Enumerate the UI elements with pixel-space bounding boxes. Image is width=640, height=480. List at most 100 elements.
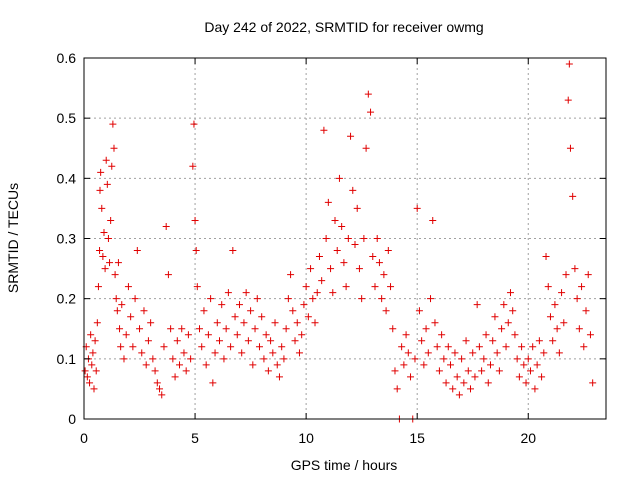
x-tick-label: 5 bbox=[191, 430, 199, 446]
grid bbox=[84, 58, 606, 419]
data-point bbox=[418, 337, 426, 345]
data-point bbox=[193, 283, 201, 291]
data-point bbox=[99, 253, 107, 261]
data-point bbox=[391, 367, 399, 375]
data-point bbox=[338, 222, 346, 230]
data-point bbox=[200, 307, 208, 315]
data-point bbox=[133, 247, 141, 255]
data-point bbox=[498, 325, 506, 333]
data-point bbox=[189, 162, 197, 170]
data-point bbox=[238, 349, 246, 357]
data-point bbox=[191, 216, 199, 224]
data-point bbox=[533, 361, 541, 369]
data-point bbox=[460, 379, 468, 387]
data-point bbox=[89, 349, 97, 357]
data-point bbox=[544, 283, 552, 291]
data-point bbox=[565, 60, 573, 68]
data-point bbox=[90, 385, 98, 393]
data-point bbox=[347, 132, 355, 140]
data-point bbox=[104, 235, 112, 242]
y-axis-label: SRMTID / TECUs bbox=[5, 183, 21, 293]
data-point bbox=[264, 367, 272, 375]
data-point bbox=[117, 343, 125, 351]
data-point bbox=[273, 361, 281, 369]
data-point bbox=[101, 265, 109, 273]
data-point bbox=[295, 349, 303, 357]
data-point bbox=[353, 204, 361, 212]
data-point bbox=[267, 337, 275, 345]
data-point bbox=[469, 349, 477, 357]
data-point bbox=[315, 253, 323, 261]
data-point bbox=[108, 162, 116, 170]
data-point bbox=[173, 337, 181, 345]
data-point bbox=[309, 295, 317, 303]
data-point bbox=[407, 373, 415, 381]
data-point bbox=[384, 247, 392, 255]
data-point bbox=[506, 289, 514, 297]
data-point bbox=[171, 373, 179, 381]
data-point bbox=[378, 295, 386, 303]
data-point bbox=[127, 313, 135, 321]
data-point bbox=[364, 90, 372, 98]
data-point bbox=[515, 373, 523, 381]
data-point bbox=[504, 319, 512, 327]
data-point bbox=[211, 349, 219, 357]
data-point bbox=[513, 355, 521, 363]
data-point bbox=[198, 343, 206, 351]
data-point bbox=[575, 325, 583, 333]
data-point bbox=[213, 319, 221, 327]
data-point bbox=[118, 301, 126, 309]
data-point bbox=[478, 367, 486, 375]
data-point bbox=[280, 355, 288, 363]
y-tick-label: 0.1 bbox=[57, 351, 77, 367]
data-point bbox=[509, 307, 517, 315]
data-point bbox=[580, 343, 588, 351]
data-point bbox=[493, 349, 501, 357]
data-point bbox=[480, 355, 488, 363]
data-point bbox=[269, 349, 277, 357]
data-point bbox=[380, 271, 388, 279]
data-point bbox=[482, 331, 490, 339]
data-point bbox=[440, 355, 448, 363]
data-point bbox=[300, 301, 308, 309]
data-point bbox=[475, 343, 483, 351]
data-point bbox=[535, 337, 543, 345]
data-point bbox=[491, 313, 499, 321]
data-point bbox=[573, 295, 581, 303]
data-point bbox=[275, 373, 283, 381]
data-point bbox=[106, 259, 114, 267]
data-point bbox=[302, 283, 310, 291]
data-point bbox=[427, 295, 435, 303]
data-point bbox=[518, 343, 526, 351]
data-point bbox=[291, 337, 299, 345]
data-point bbox=[333, 247, 341, 255]
data-point bbox=[253, 295, 261, 303]
data-point bbox=[433, 343, 441, 351]
data-point bbox=[102, 156, 110, 164]
data-point bbox=[324, 198, 332, 206]
data-point bbox=[387, 283, 395, 291]
data-point bbox=[162, 222, 170, 230]
data-point bbox=[471, 373, 479, 381]
data-point bbox=[367, 108, 375, 116]
data-point bbox=[358, 295, 366, 303]
data-point bbox=[138, 349, 146, 357]
data-point bbox=[258, 313, 266, 321]
y-axis: 0 0.1 0.2 0.3 0.4 0.5 0.6 bbox=[57, 50, 606, 427]
data-point bbox=[87, 331, 95, 339]
data-point bbox=[88, 361, 96, 369]
data-point bbox=[215, 337, 223, 345]
data-point bbox=[160, 343, 168, 351]
data-point bbox=[287, 271, 295, 279]
data-point bbox=[560, 319, 568, 327]
data-point bbox=[569, 192, 577, 200]
data-point bbox=[156, 385, 164, 393]
data-point bbox=[398, 343, 406, 351]
data-point bbox=[522, 379, 530, 387]
data-point bbox=[404, 349, 412, 357]
data-point bbox=[529, 343, 537, 351]
data-point bbox=[235, 301, 243, 309]
data-point bbox=[81, 367, 89, 375]
data-point bbox=[362, 144, 370, 152]
data-point bbox=[540, 349, 548, 357]
